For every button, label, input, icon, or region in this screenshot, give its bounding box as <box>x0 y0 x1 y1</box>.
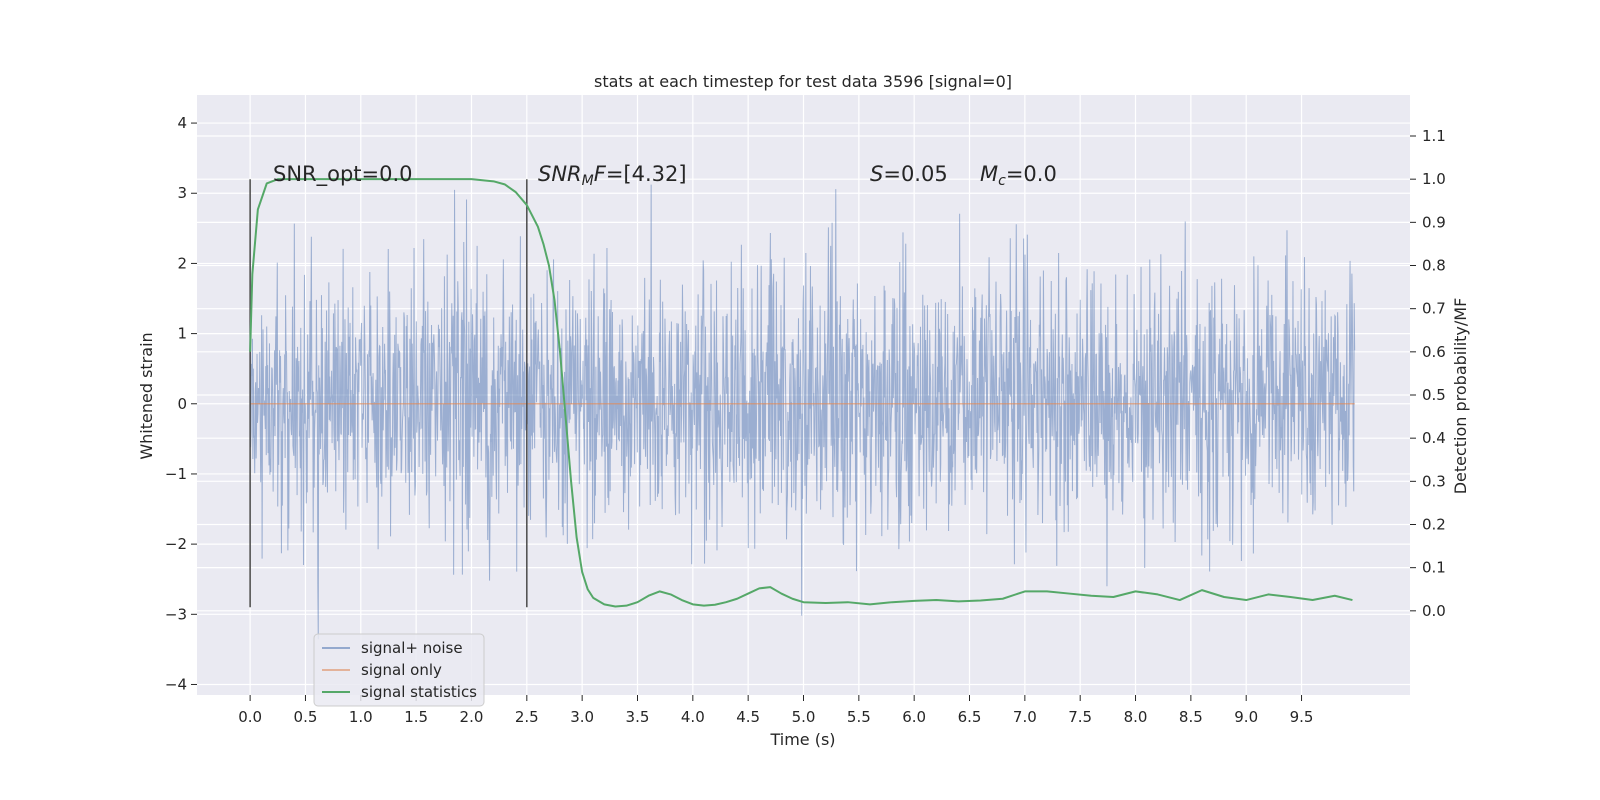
chart-title: stats at each timestep for test data 359… <box>594 72 1012 91</box>
y2-tick-label: 0.7 <box>1422 300 1446 318</box>
x-tick-label: 9.0 <box>1234 708 1258 726</box>
y2-tick-label: 0.6 <box>1422 343 1446 361</box>
y2-tick-label: 0.4 <box>1422 429 1446 447</box>
legend-label-signal-noise: signal+ noise <box>361 639 463 657</box>
y-axis-label: Whitened strain <box>137 332 156 459</box>
annotation-s-label: S <box>870 162 883 186</box>
legend-label-signal-statistics: signal statistics <box>361 683 477 701</box>
y2-tick-label: 0.9 <box>1422 213 1446 231</box>
annotation-s-value: =0.05 <box>883 162 947 186</box>
y2-tick-label: 0.3 <box>1422 472 1446 490</box>
signal-noise-line <box>249 184 1356 640</box>
x-tick-label: 3.5 <box>626 708 650 726</box>
y-tick-label: −1 <box>165 465 187 483</box>
x-tick-label: 5.5 <box>847 708 871 726</box>
y-tick-label: 4 <box>177 114 187 132</box>
legend: signal+ noise signal only signal statist… <box>313 633 485 707</box>
y-tick-label: 1 <box>177 325 187 343</box>
y2-tick-label: 0.1 <box>1422 559 1446 577</box>
annotation-snr-mf-mid: F <box>594 162 607 186</box>
x-tick-label: 6.0 <box>902 708 926 726</box>
y2-tick-label: 1.0 <box>1422 170 1446 188</box>
x-tick-label: 2.0 <box>460 708 484 726</box>
x-tick-label: 4.5 <box>736 708 760 726</box>
x-tick-label: 7.0 <box>1013 708 1037 726</box>
signal-statistics-line <box>249 178 1353 608</box>
y2-tick-label: 1.1 <box>1422 127 1446 145</box>
x-tick-label: 1.0 <box>349 708 373 726</box>
annotation-mc-sub: c <box>998 173 1006 189</box>
y2-tick-label: 0.8 <box>1422 257 1446 275</box>
annotation-snr-mf-label: SNR <box>538 162 582 186</box>
x-tick-label: 5.0 <box>792 708 816 726</box>
x-axis-label: Time (s) <box>769 730 835 749</box>
x-tick-label: 6.5 <box>958 708 982 726</box>
annotation-mc: Mc=0.0 <box>980 162 1057 189</box>
y-tick-label: −4 <box>165 675 187 693</box>
y-axis-ticks: 4 3 2 1 0 −1 −2 −3 −4 <box>165 114 197 693</box>
legend-box <box>313 633 485 707</box>
y-tick-label: −3 <box>165 605 187 623</box>
y-tick-label: −2 <box>165 535 187 553</box>
x-tick-label: 2.5 <box>515 708 539 726</box>
x-tick-label: 8.0 <box>1124 708 1148 726</box>
vertical-markers <box>249 179 528 608</box>
annotation-snr-mf-sub: M <box>582 173 594 189</box>
x-tick-label: 9.5 <box>1290 708 1314 726</box>
y2-axis-ticks: 1.1 1.0 0.9 0.8 0.7 0.6 0.5 0.4 0.3 0.2 0.1 0.0 <box>1410 127 1446 620</box>
y-tick-label: 2 <box>177 254 187 272</box>
y-tick-label: 3 <box>177 184 187 202</box>
legend-label-signal-only: signal only <box>361 661 442 679</box>
y2-tick-label: 0.5 <box>1422 386 1446 404</box>
x-tick-label: 7.5 <box>1068 708 1092 726</box>
x-tick-label: 8.5 <box>1179 708 1203 726</box>
x-tick-label: 0.0 <box>238 708 262 726</box>
x-axis-ticks: 0.0 0.5 1.0 1.5 2.0 2.5 3.0 3.5 4.0 4.5 5.0 5.5 6.0 6… <box>238 695 1313 726</box>
x-tick-label: 0.5 <box>294 708 318 726</box>
series-signal-statistics <box>249 178 1353 608</box>
y2-tick-label: 0.0 <box>1422 602 1446 620</box>
series-signal-noise <box>249 184 1356 640</box>
x-tick-label: 1.5 <box>404 708 428 726</box>
annotation-s: S=0.05 <box>870 162 948 186</box>
annotation-mc-label: M <box>980 162 998 186</box>
annotation-snr-opt: SNR_opt=0.0 <box>273 162 413 187</box>
x-tick-label: 3.0 <box>570 708 594 726</box>
x-tick-label: 4.0 <box>681 708 705 726</box>
annotation-snr-mf-value: =[4.32] <box>606 162 687 186</box>
annotation-mc-value: =0.0 <box>1006 162 1057 186</box>
y-tick-label: 0 <box>177 395 187 413</box>
annotation-snr-mf: SNRMF=[4.32] <box>538 162 687 189</box>
y2-axis-label: Detection probability/MF <box>1451 298 1470 495</box>
y2-tick-label: 0.2 <box>1422 515 1446 533</box>
